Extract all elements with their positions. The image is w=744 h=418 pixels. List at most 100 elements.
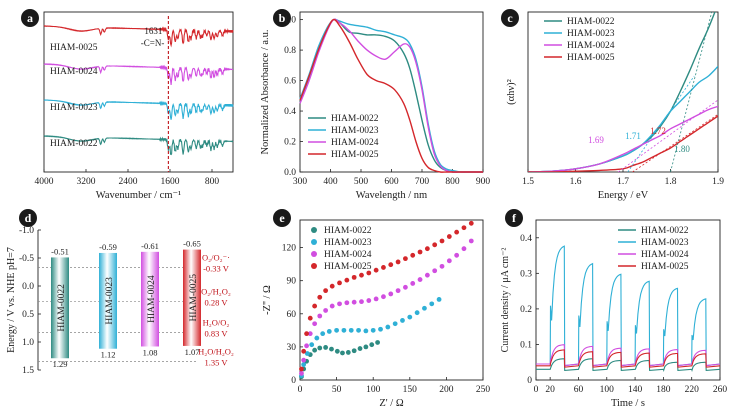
nyquist-point [334,327,339,333]
panel-a: a 4000 3200 2400 1600 800 Wavenumber / cm⁻¹ HIA… [21,9,234,201]
band-bar-label: HIAM-0023 [105,277,115,325]
y-tick-label: 0.5 [22,310,34,320]
legend-entry: HIAM-0025 [331,150,379,160]
nyquist-point [304,343,309,349]
nyquist-point [381,265,386,270]
legend-entry: HIAM-0024 [324,250,372,260]
nyquist-point [370,327,376,333]
nyquist-point [422,305,427,311]
legend-marker [311,263,317,269]
band-bar [183,249,201,346]
nyquist-point [344,300,350,306]
nyquist-point [410,281,416,286]
panel-b: b 300 400 500 600 700 800 900 0.0 0.2 0.4 0.6 0.8 1.0… [260,9,490,201]
nyquist-point [304,351,310,356]
plot-frame [535,219,721,381]
x-tick-label: 400 [323,177,338,187]
legend-entry: HIAM-0022 [331,114,379,124]
nyquist-point [436,297,442,302]
series-label: HIAM-0022 [50,139,98,149]
absorbance-line [299,18,483,173]
x-tick-label: 500 [354,177,369,187]
nyquist-point [439,263,445,269]
nyquist-point [314,335,320,341]
tangent-line [632,114,718,172]
x-axis-label: Time / s [611,398,645,409]
homo-value: 1.12 [101,350,116,360]
nyquist-point [388,262,394,268]
nyquist-point [317,345,323,351]
tauc-line [528,105,718,172]
y-tick-label: 0.0 [284,168,296,178]
nyquist-point [363,344,369,350]
x-tick-label: 250 [476,385,491,395]
legend-entry: HIAM-0022 [567,17,615,27]
y-tick-label: 0.4 [284,107,296,117]
nyquist-point [337,280,342,286]
homo-value: 1.07 [185,347,200,357]
x-tick-label: 1600 [161,177,180,187]
bandgap-annotation: 1.72 [650,126,666,136]
absorbance-line [299,18,483,173]
nyquist-point [392,321,398,327]
x-tick-label: 220 [685,385,700,395]
redox-level-value: 1.35 V [205,358,229,368]
series-label: HIAM-0024 [50,67,98,77]
legend-entry: HIAM-0023 [324,238,372,248]
bandgap-annotation: 1.80 [674,144,690,154]
nyquist-point [461,246,467,252]
nyquist-point [301,348,307,354]
nyquist-point [329,283,335,289]
y-tick-label: 0.0 [22,282,34,292]
y-tick-label: 30 [287,343,297,353]
redox-level-value: -0.33 V [203,264,230,274]
nyquist-point [403,256,408,262]
legend-entry: HIAM-0025 [641,262,689,272]
x-axis-label: Z' / Ω [379,398,403,409]
nyquist-point [317,294,323,300]
nyquist-point [454,252,460,258]
panel-label: f [512,211,517,225]
nyquist-point [320,331,326,337]
nyquist-point [359,272,364,278]
nyquist-point [454,229,460,235]
x-tick-label: 100 [366,385,381,395]
y-tick-label: 0.6 [284,77,296,87]
band-bar-label: HIAM-0024 [147,275,157,323]
nyquist-point [323,288,329,294]
photocurrent-line [536,344,721,367]
x-tick-label: 2400 [119,177,138,187]
x-tick-label: 700 [415,177,430,187]
panel-badge [273,209,291,227]
x-axis-label: Energy / eV [598,190,649,201]
x-tick-label: 1.9 [712,177,724,187]
band-bar-label: HIAM-0022 [57,284,67,332]
homo-value: 1.08 [143,347,158,357]
nyquist-point [410,252,416,258]
nyquist-point [299,366,304,372]
nyquist-point [432,242,438,248]
x-tick-label: 1.7 [617,177,629,187]
nyquist-point [359,299,364,305]
nyquist-point [366,270,372,276]
redox-level-label: O₂/O₂⁻· [202,253,230,263]
nyquist-point [357,346,363,351]
photocurrent-line [536,245,721,367]
nyquist-point [381,294,386,300]
y-tick-label: 0.2 [520,305,532,315]
nyquist-point [309,342,315,348]
nyquist-point [345,350,351,355]
nyquist-point [429,301,435,307]
y-axis-label: Current density / μA cm⁻² [500,248,511,353]
x-tick-label: 800 [205,177,220,187]
nyquist-point [340,350,345,356]
x-tick-label: 260 [713,385,728,395]
marker-label: 1631 [144,26,162,36]
marker-label: -C=N- [141,38,165,48]
nyquist-point [301,357,307,363]
nyquist-point [348,327,354,333]
ir-spectrum-line [43,25,234,48]
homo-value: 1.29 [53,359,68,369]
legend-entry: HIAM-0025 [567,53,615,63]
